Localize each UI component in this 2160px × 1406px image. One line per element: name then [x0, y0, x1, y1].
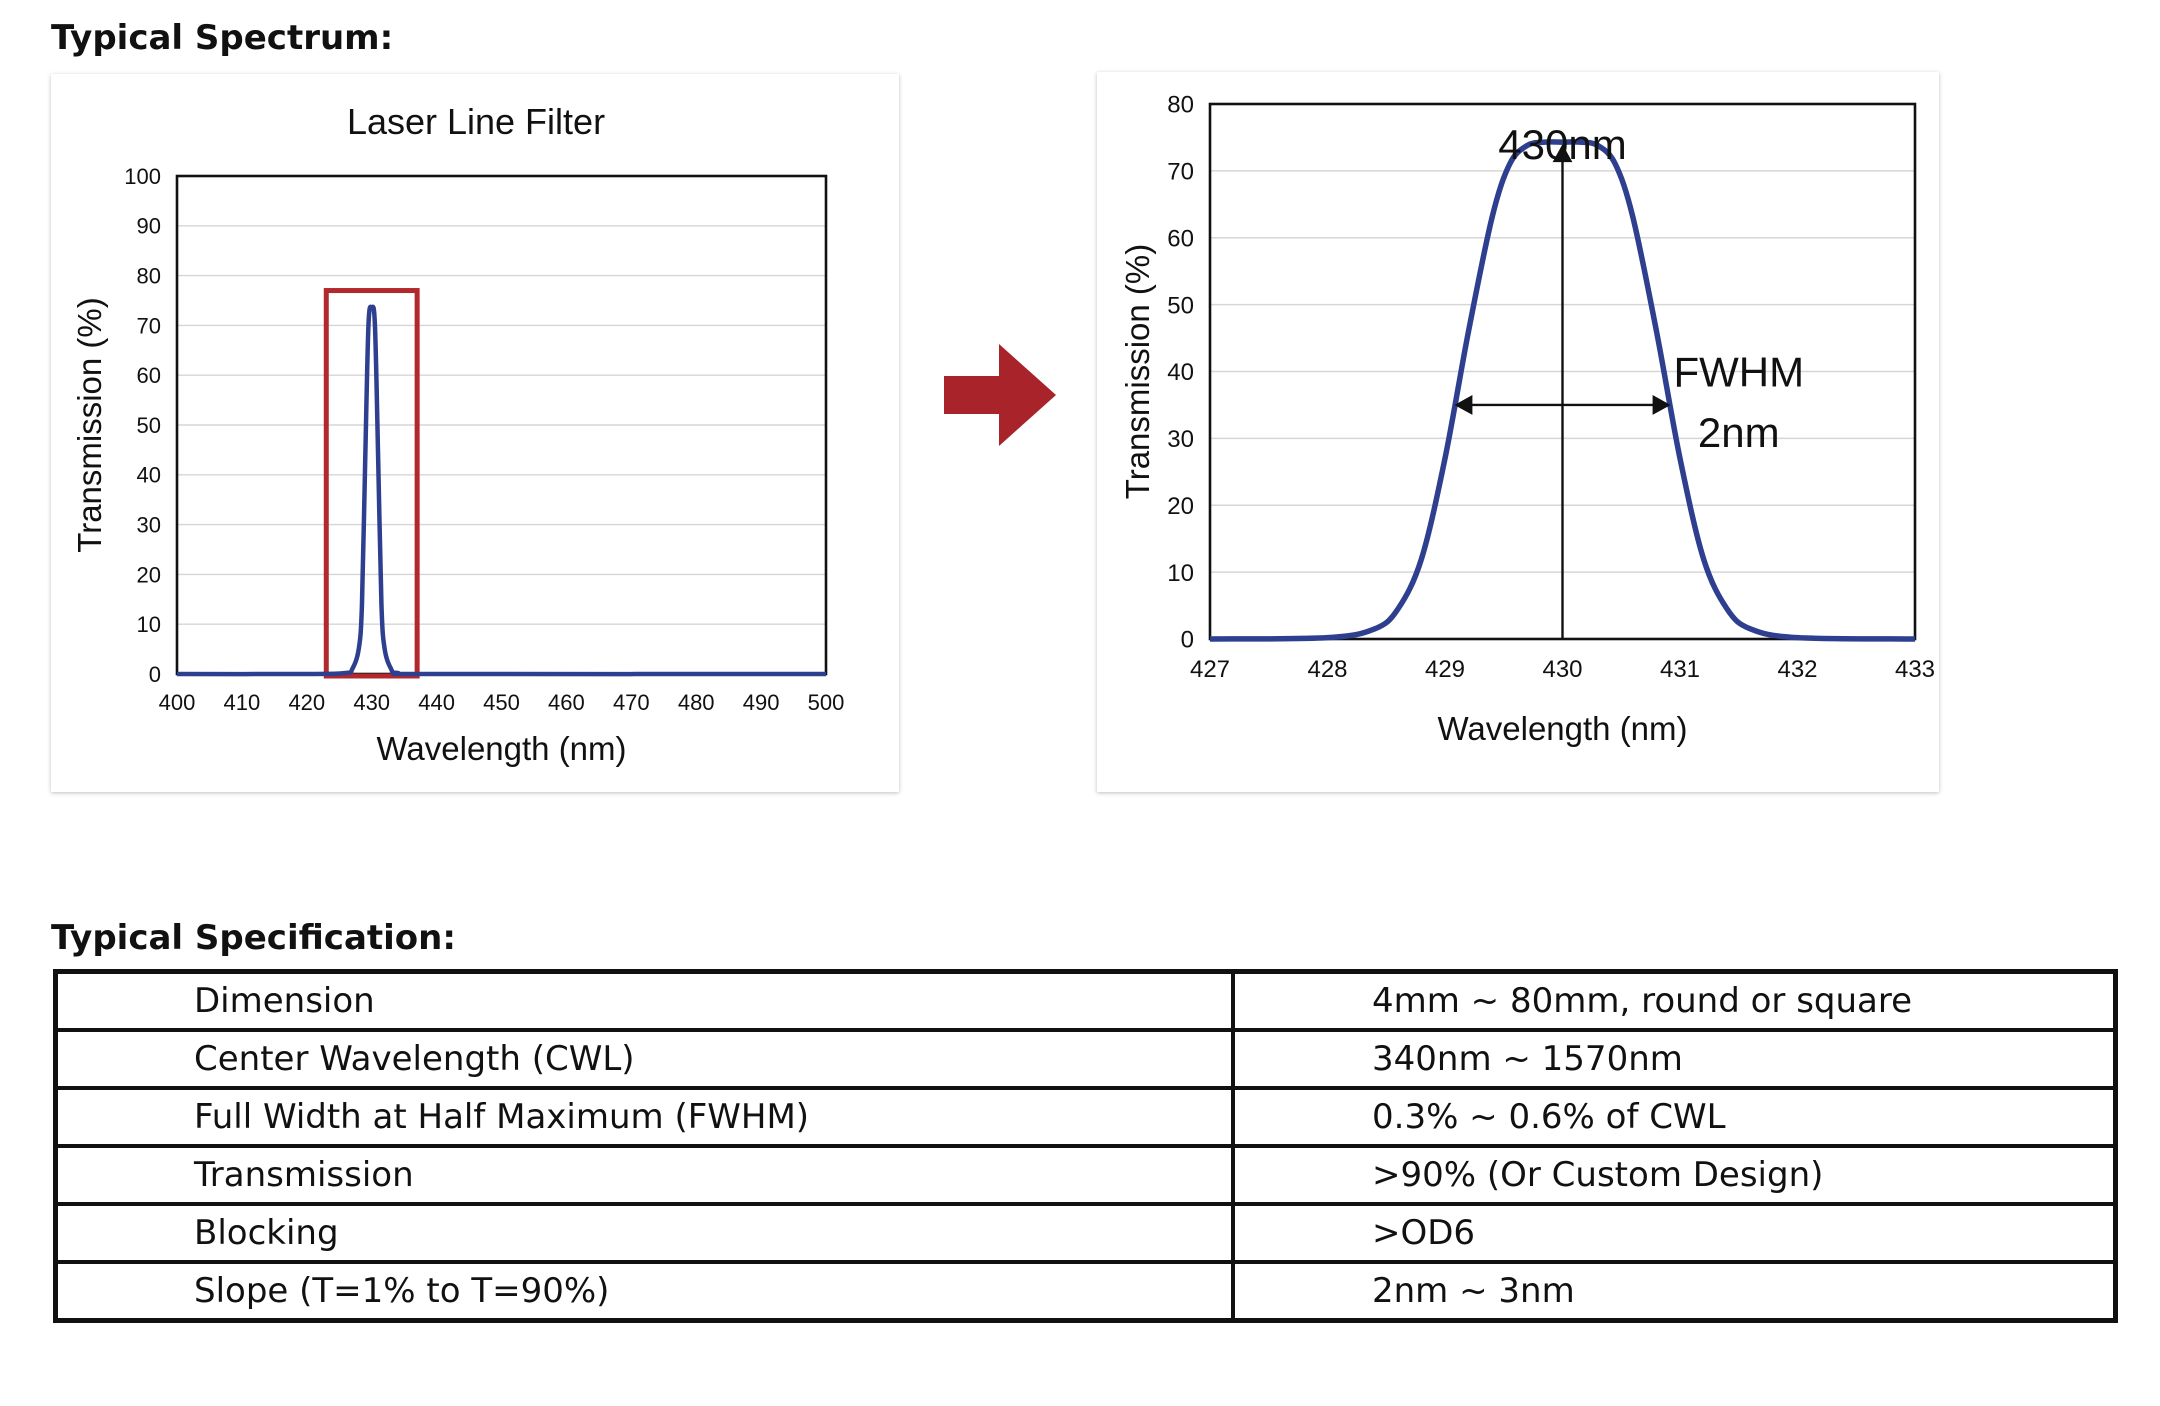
series-line	[1209, 139, 1916, 642]
y-tick-label: 0	[149, 662, 161, 687]
x-tick-label: 450	[483, 690, 520, 715]
peak-arrowhead	[1552, 144, 1573, 163]
y-tick-label: 30	[137, 513, 161, 538]
x-tick-label: 400	[159, 690, 196, 715]
y-tick-label: 100	[124, 164, 161, 189]
y-tick-label: 80	[137, 264, 161, 289]
x-tick-label: 490	[743, 690, 780, 715]
x-tick-label: 428	[1307, 656, 1347, 683]
x-tick-label: 500	[808, 690, 845, 715]
spec-parameter: Blocking	[53, 1202, 1235, 1264]
y-axis-label: Transmission (%)	[71, 297, 108, 552]
spec-value: 4mm ~ 80mm, round or square	[1231, 969, 2118, 1032]
spec-parameter: Dimension	[53, 969, 1235, 1032]
spec-value: 0.3% ~ 0.6% of CWL	[1231, 1086, 2118, 1148]
y-tick-label: 70	[137, 313, 161, 338]
spec-value: 2nm ~ 3nm	[1231, 1260, 2118, 1323]
fwhm-right-arrowhead	[1652, 395, 1671, 415]
spec-value: >OD6	[1231, 1202, 2118, 1264]
x-tick-label: 427	[1190, 656, 1230, 683]
y-tick-label: 20	[1167, 493, 1194, 520]
table-row: Slope (T=1% to T=90%) 2nm ~ 3nm	[53, 1260, 2118, 1323]
y-tick-label: 10	[137, 612, 161, 637]
x-tick-label: 410	[224, 690, 261, 715]
spectrum-section-title: Typical Spectrum:	[51, 18, 394, 58]
chart-annotation: FWHM	[1673, 349, 1804, 396]
x-tick-label: 430	[1542, 656, 1582, 683]
y-tick-label: 40	[137, 463, 161, 488]
x-tick-label: 460	[548, 690, 585, 715]
chart-annotation: 2nm	[1698, 409, 1780, 456]
x-tick-label: 432	[1777, 656, 1817, 683]
fwhm-left-arrowhead	[1454, 395, 1473, 415]
x-axis-label: Wavelength (nm)	[376, 730, 626, 767]
spec-parameter: Transmission	[53, 1144, 1235, 1206]
y-axis-label: Transmission (%)	[1119, 244, 1156, 499]
y-tick-label: 10	[1167, 560, 1194, 587]
chart-card-overview: Laser Line Filter 0 10 20 30 40 50 60 70 80 90 100 4…	[51, 74, 899, 792]
x-tick-label: 430	[353, 690, 390, 715]
x-tick-label: 420	[288, 690, 325, 715]
x-tick-label: 470	[613, 690, 650, 715]
table-row: Full Width at Half Maximum (FWHM) 0.3% ~…	[53, 1086, 2118, 1148]
x-axis-label: Wavelength (nm)	[1437, 710, 1687, 747]
chart-card-zoom: 0 10 20 30 40 50 60 70 80 427 428 429 430 431 432 433 43…	[1097, 72, 1939, 792]
x-tick-label: 433	[1895, 656, 1935, 683]
x-tick-label: 480	[678, 690, 715, 715]
table-row: Center Wavelength (CWL) 340nm ~ 1570nm	[53, 1028, 2118, 1090]
spec-value: 340nm ~ 1570nm	[1231, 1028, 2118, 1090]
table-row: Blocking >OD6	[53, 1202, 2118, 1264]
y-tick-label: 70	[1167, 159, 1194, 186]
arrow-right-icon	[944, 344, 1058, 446]
specification-section-title: Typical Specification:	[51, 918, 456, 958]
table-row: Transmission >90% (Or Custom Design)	[53, 1144, 2118, 1206]
y-tick-label: 40	[1167, 359, 1194, 386]
x-tick-label: 440	[418, 690, 455, 715]
x-tick-label: 431	[1660, 656, 1700, 683]
table-row: Dimension 4mm ~ 80mm, round or square	[53, 969, 2118, 1032]
y-tick-label: 80	[1167, 92, 1194, 119]
zoomed-spectrum-chart: 0 10 20 30 40 50 60 70 80 427 428 429 430 431 432 433 43…	[1119, 92, 1935, 747]
y-tick-label: 50	[137, 413, 161, 438]
y-tick-label: 90	[137, 214, 161, 239]
y-tick-label: 60	[1167, 225, 1194, 252]
spec-parameter: Full Width at Half Maximum (FWHM)	[53, 1086, 1235, 1148]
specification-table: Dimension 4mm ~ 80mm, round or square Ce…	[53, 969, 2118, 1323]
chart-annotation: 430nm	[1498, 121, 1626, 168]
highlight-box	[323, 288, 420, 679]
spec-parameter: Center Wavelength (CWL)	[53, 1028, 1235, 1090]
y-tick-label: 20	[137, 562, 161, 587]
spec-parameter: Slope (T=1% to T=90%)	[53, 1260, 1235, 1323]
chart-title: Laser Line Filter	[347, 101, 605, 142]
y-tick-label: 0	[1181, 627, 1194, 654]
x-tick-label: 429	[1425, 656, 1465, 683]
y-tick-label: 60	[137, 363, 161, 388]
series-line	[176, 304, 827, 677]
spec-value: >90% (Or Custom Design)	[1231, 1144, 2118, 1206]
laser-line-filter-chart: Laser Line Filter 0 10 20 30 40 50 60 70 80 90 100 4…	[71, 101, 845, 767]
y-tick-label: 30	[1167, 426, 1194, 453]
y-tick-label: 50	[1167, 292, 1194, 319]
